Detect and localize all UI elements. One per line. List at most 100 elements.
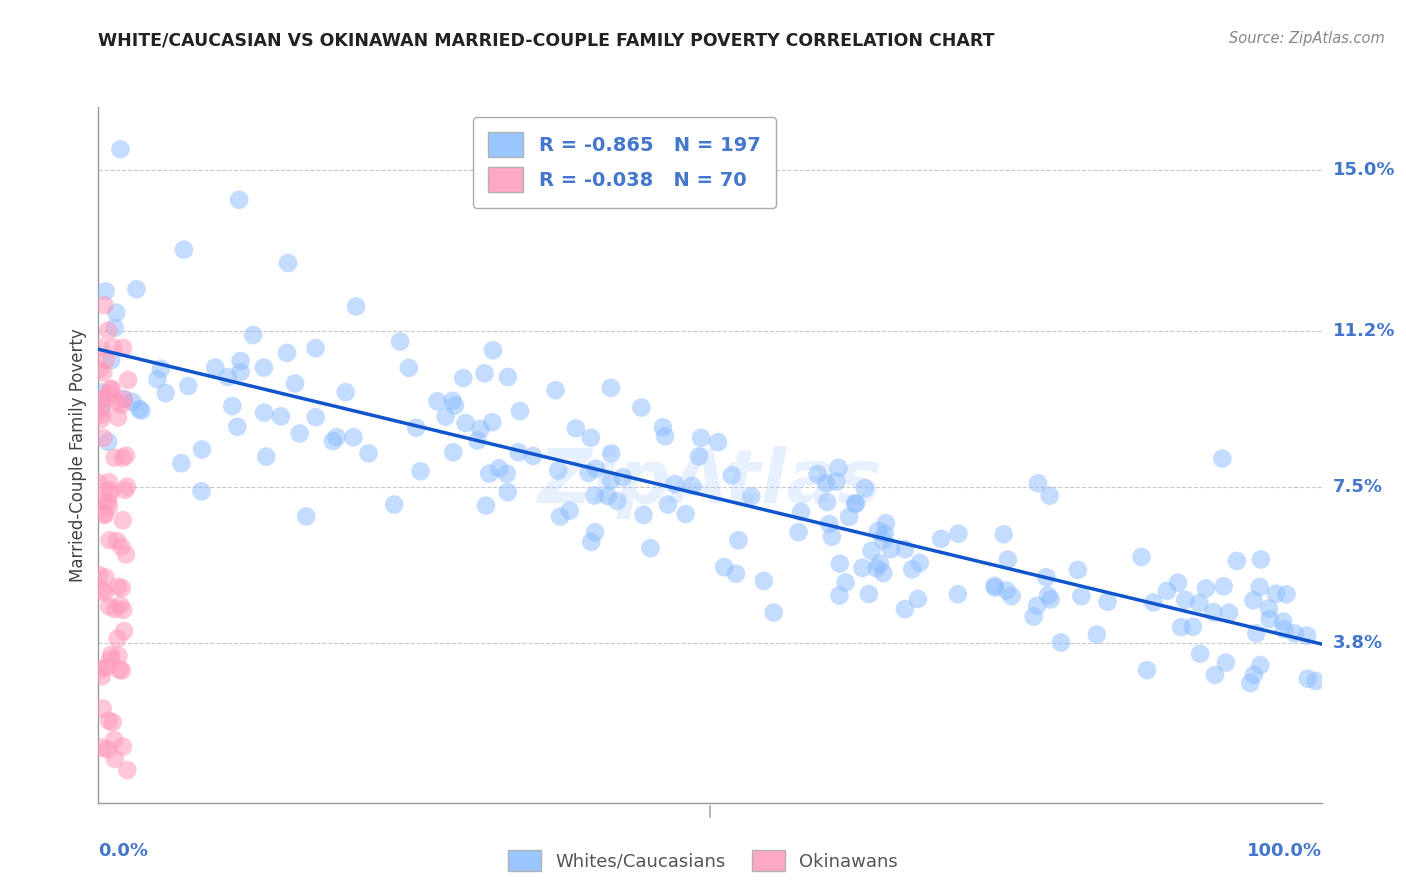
- Point: [481, 415, 503, 429]
- Legend: Whites/Caucasians, Okinawans: Whites/Caucasians, Okinawans: [501, 843, 905, 879]
- Point: [91, 701, 114, 715]
- Point: [97, 500, 120, 514]
- Point: [98, 533, 121, 548]
- Point: [690, 431, 713, 445]
- Point: [94, 392, 117, 406]
- Point: [155, 386, 177, 401]
- Point: [111, 581, 134, 595]
- Text: 100.0%: 100.0%: [1247, 842, 1322, 860]
- Point: [1296, 629, 1319, 643]
- Point: [111, 513, 134, 527]
- Point: [844, 497, 866, 511]
- Point: [107, 648, 129, 663]
- Point: [97, 495, 120, 509]
- Point: [1085, 627, 1108, 641]
- Point: [654, 429, 676, 443]
- Point: [104, 752, 127, 766]
- Point: [838, 510, 860, 524]
- Text: Source: ZipAtlas.com: Source: ZipAtlas.com: [1229, 31, 1385, 46]
- Point: [170, 456, 193, 470]
- Point: [100, 383, 122, 397]
- Point: [1212, 579, 1234, 593]
- Point: [946, 587, 969, 601]
- Text: 3.8%: 3.8%: [1333, 633, 1384, 651]
- Point: [128, 402, 150, 417]
- Point: [229, 365, 252, 379]
- Point: [1243, 667, 1265, 681]
- Point: [104, 320, 127, 334]
- Point: [815, 495, 838, 509]
- Point: [1250, 552, 1272, 566]
- Point: [295, 509, 318, 524]
- Point: [117, 763, 139, 777]
- Point: [1258, 601, 1281, 615]
- Point: [997, 552, 1019, 566]
- Point: [405, 421, 427, 435]
- Point: [1258, 612, 1281, 626]
- Point: [894, 542, 917, 557]
- Point: [98, 599, 121, 614]
- Point: [117, 373, 139, 387]
- Point: [1204, 668, 1226, 682]
- Point: [1188, 596, 1211, 610]
- Point: [762, 606, 785, 620]
- Point: [91, 408, 114, 422]
- Point: [125, 282, 148, 296]
- Point: [441, 393, 464, 408]
- Point: [488, 461, 510, 475]
- Point: [853, 481, 876, 495]
- Point: [578, 466, 600, 480]
- Point: [101, 340, 124, 354]
- Point: [112, 392, 135, 407]
- Point: [651, 420, 673, 434]
- Point: [107, 580, 129, 594]
- Point: [869, 557, 891, 571]
- Point: [470, 422, 492, 436]
- Point: [325, 430, 347, 444]
- Point: [675, 507, 697, 521]
- Point: [544, 383, 567, 397]
- Point: [713, 560, 735, 574]
- Point: [806, 467, 828, 481]
- Point: [103, 450, 125, 465]
- Point: [1215, 656, 1237, 670]
- Point: [177, 379, 200, 393]
- Point: [1036, 589, 1059, 603]
- Point: [108, 598, 131, 612]
- Point: [357, 446, 380, 460]
- Point: [270, 409, 292, 424]
- Point: [688, 450, 710, 464]
- Point: [1202, 605, 1225, 619]
- Point: [657, 498, 679, 512]
- Point: [496, 370, 519, 384]
- Point: [90, 669, 112, 683]
- Point: [342, 430, 364, 444]
- Point: [114, 483, 136, 497]
- Point: [111, 663, 134, 677]
- Point: [845, 497, 868, 511]
- Point: [681, 479, 703, 493]
- Point: [288, 426, 311, 441]
- Point: [304, 341, 326, 355]
- Point: [91, 366, 114, 380]
- Point: [983, 579, 1005, 593]
- Point: [97, 714, 120, 728]
- Point: [872, 533, 894, 547]
- Point: [94, 570, 117, 584]
- Point: [630, 401, 652, 415]
- Point: [707, 435, 730, 450]
- Point: [110, 540, 132, 554]
- Point: [98, 483, 121, 497]
- Point: [1130, 549, 1153, 564]
- Point: [105, 395, 128, 409]
- Point: [276, 346, 298, 360]
- Point: [872, 566, 894, 581]
- Point: [91, 740, 114, 755]
- Point: [89, 362, 111, 376]
- Point: [1296, 672, 1319, 686]
- Point: [851, 561, 873, 575]
- Point: [875, 516, 897, 531]
- Point: [115, 449, 138, 463]
- Point: [1249, 580, 1271, 594]
- Point: [87, 475, 110, 490]
